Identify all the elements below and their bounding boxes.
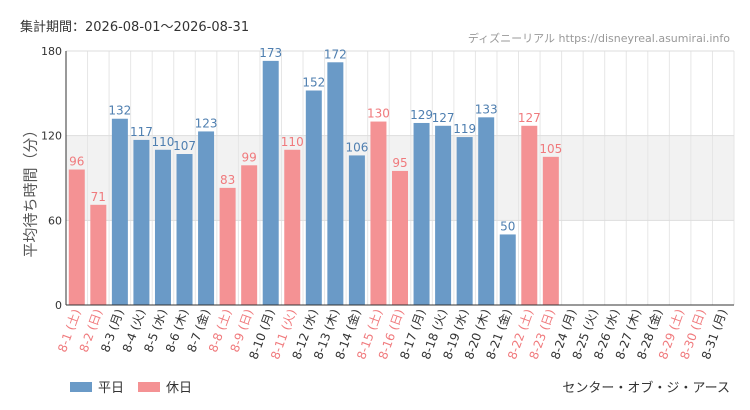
bar bbox=[154, 149, 171, 305]
y-tick-label: 180 bbox=[41, 45, 62, 58]
bar-value-label: 99 bbox=[242, 150, 257, 164]
y-tick-label: 0 bbox=[55, 299, 62, 312]
bar bbox=[521, 125, 538, 306]
bar bbox=[435, 125, 452, 306]
bar-value-label: 117 bbox=[130, 125, 153, 139]
bar bbox=[284, 149, 301, 305]
bar-value-label: 132 bbox=[108, 104, 131, 118]
bar bbox=[90, 204, 107, 305]
source-credit: ディズニーリアル https://disneyreal.asumirai.inf… bbox=[467, 32, 730, 45]
attraction-name: センター・オブ・ジ・アース bbox=[562, 381, 730, 396]
bar-value-label: 95 bbox=[392, 156, 407, 170]
bar-value-label: 123 bbox=[195, 116, 218, 130]
bar-value-label: 110 bbox=[281, 135, 304, 149]
legend: 平日 休日 bbox=[70, 377, 206, 396]
y-tick-label: 60 bbox=[48, 214, 62, 227]
bar-value-label: 71 bbox=[91, 190, 106, 204]
bar-value-label: 96 bbox=[69, 155, 84, 169]
bar bbox=[176, 154, 193, 305]
legend-weekday-swatch bbox=[70, 381, 92, 392]
bar bbox=[348, 155, 365, 305]
legend-weekday: 平日 bbox=[70, 377, 124, 396]
bar-value-label: 129 bbox=[410, 108, 433, 122]
bar bbox=[370, 121, 387, 305]
legend-holiday-label: 休日 bbox=[166, 381, 193, 396]
legend-holiday-swatch bbox=[138, 381, 161, 392]
bar-value-label: 105 bbox=[539, 142, 562, 156]
bar bbox=[478, 117, 495, 305]
bar bbox=[456, 137, 473, 305]
bar bbox=[219, 187, 236, 305]
bar bbox=[542, 156, 559, 305]
bar-value-label: 133 bbox=[475, 102, 498, 116]
bar bbox=[305, 90, 322, 305]
bar-value-label: 119 bbox=[453, 122, 476, 136]
bar-value-label: 130 bbox=[367, 107, 390, 121]
bar bbox=[133, 139, 150, 305]
bar-value-label: 110 bbox=[152, 135, 175, 149]
bar-value-label: 106 bbox=[345, 140, 368, 154]
bar bbox=[111, 118, 128, 305]
bar bbox=[198, 131, 215, 305]
bar-value-label: 152 bbox=[302, 76, 325, 90]
bar bbox=[413, 122, 430, 305]
bar-value-label: 50 bbox=[500, 219, 515, 233]
bar-value-label: 127 bbox=[518, 111, 541, 125]
bar-value-label: 83 bbox=[220, 173, 235, 187]
legend-weekday-label: 平日 bbox=[98, 381, 125, 396]
bar bbox=[499, 234, 516, 305]
y-tick-label: 120 bbox=[41, 130, 62, 143]
legend-holiday: 休日 bbox=[138, 377, 192, 396]
bar bbox=[262, 60, 279, 305]
bar-value-label: 127 bbox=[432, 111, 455, 125]
bar bbox=[241, 165, 258, 305]
bar-value-label: 107 bbox=[173, 139, 196, 153]
bar-value-label: 172 bbox=[324, 47, 347, 61]
bar-value-label: 173 bbox=[259, 46, 282, 60]
period-label: 集計期間：2026-08-01～2026-08-31 bbox=[20, 20, 250, 35]
bar bbox=[392, 170, 408, 305]
bar bbox=[327, 62, 344, 306]
bar bbox=[68, 169, 85, 305]
